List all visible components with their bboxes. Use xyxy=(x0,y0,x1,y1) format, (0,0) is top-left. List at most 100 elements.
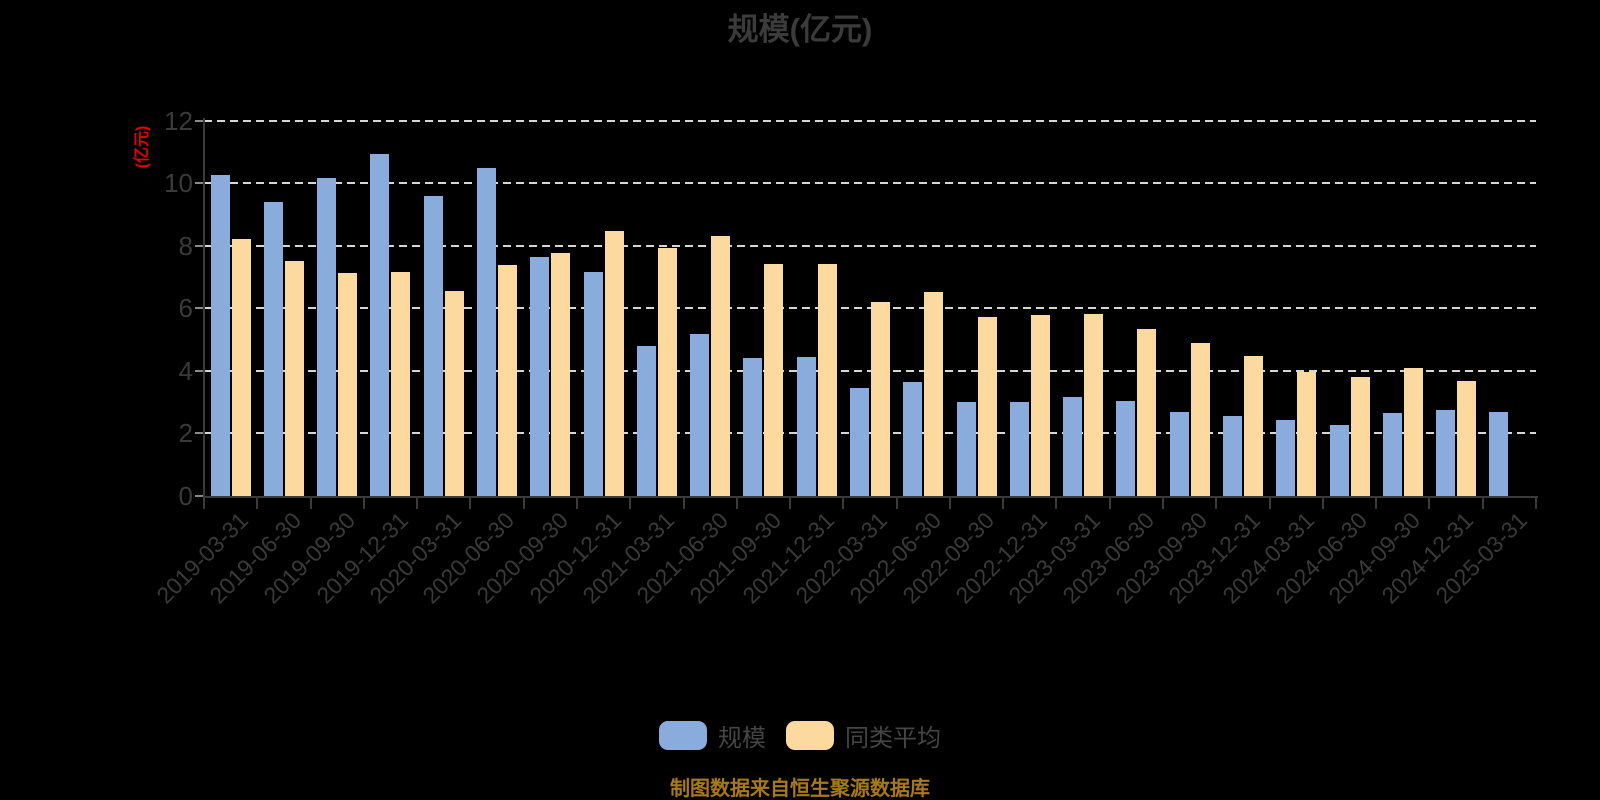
x-axis-tick xyxy=(203,498,205,509)
y-tick-label: 10 xyxy=(164,168,193,199)
bar-average[interactable] xyxy=(1190,342,1210,496)
bar-average[interactable] xyxy=(231,238,251,496)
x-axis-tick xyxy=(1375,498,1378,509)
bar-average[interactable] xyxy=(338,272,358,496)
bar-average[interactable] xyxy=(1137,329,1157,496)
bar-scale[interactable] xyxy=(850,387,869,496)
bar-average[interactable] xyxy=(924,291,944,496)
bar-scale[interactable] xyxy=(956,401,976,496)
footer-source-note: 制图数据来自恒生聚源数据库 xyxy=(670,778,930,800)
x-axis-tick xyxy=(1055,498,1058,509)
x-axis-tick xyxy=(309,498,312,509)
x-axis-tick xyxy=(1321,498,1324,509)
gridline xyxy=(204,307,1536,310)
x-axis-tick xyxy=(575,498,578,509)
bar-average[interactable] xyxy=(1297,372,1317,496)
bar-scale[interactable] xyxy=(1276,419,1296,496)
bar-scale[interactable] xyxy=(423,196,443,496)
x-axis-tick xyxy=(469,498,472,509)
bar-average[interactable] xyxy=(498,265,518,496)
bar-average[interactable] xyxy=(764,264,784,496)
bar-average[interactable] xyxy=(1243,355,1263,496)
bar-scale[interactable] xyxy=(477,168,497,496)
bar-average[interactable] xyxy=(284,260,304,496)
bar-average[interactable] xyxy=(1350,377,1370,496)
bar-average[interactable] xyxy=(871,302,890,496)
legend-item-average[interactable]: 同类平均 xyxy=(786,718,941,753)
bar-average[interactable] xyxy=(1030,315,1050,496)
bar-scale[interactable] xyxy=(210,174,230,496)
gridline xyxy=(204,432,1536,435)
bar-average[interactable] xyxy=(604,230,624,496)
x-axis-tick xyxy=(1002,498,1005,509)
x-axis-tick xyxy=(1108,498,1111,509)
y-axis-tick xyxy=(195,119,204,122)
bar-scale[interactable] xyxy=(583,272,603,496)
y-tick-label: 0 xyxy=(178,481,193,511)
y-axis-tick xyxy=(195,244,204,247)
x-axis-tick xyxy=(948,498,951,509)
bar-scale[interactable] xyxy=(263,201,283,496)
legend-item-scale[interactable]: 规模 xyxy=(659,718,766,753)
bar-scale[interactable] xyxy=(1116,400,1136,496)
bar-scale[interactable] xyxy=(743,358,763,496)
x-axis-tick xyxy=(629,498,632,509)
x-axis-tick xyxy=(735,498,738,509)
x-axis-tick xyxy=(842,498,845,509)
x-axis-tick xyxy=(1428,498,1431,509)
y-tick-label: 12 xyxy=(164,105,193,136)
bar-average[interactable] xyxy=(444,291,464,496)
y-tick-label: 4 xyxy=(178,355,193,386)
y-axis-line xyxy=(203,118,205,498)
bar-scale[interactable] xyxy=(1382,413,1402,496)
x-axis-tick xyxy=(1268,498,1271,509)
chart-title: 规模(亿元) xyxy=(727,12,873,47)
bar-scale[interactable] xyxy=(317,178,337,496)
x-axis-tick xyxy=(1162,498,1165,509)
y-axis-tick xyxy=(195,495,204,497)
y-axis-tick xyxy=(195,182,204,185)
x-axis-tick xyxy=(1215,498,1218,509)
bar-average[interactable] xyxy=(551,253,571,496)
bar-average[interactable] xyxy=(1084,314,1104,496)
y-axis-tick xyxy=(195,432,204,435)
bar-scale[interactable] xyxy=(370,153,390,496)
y-tick-label: 2 xyxy=(178,418,193,449)
y-axis-tick xyxy=(195,369,204,372)
x-axis-tick xyxy=(522,498,525,509)
legend-label-scale: 规模 xyxy=(718,724,766,752)
bar-average[interactable] xyxy=(1403,368,1423,496)
x-axis-tick xyxy=(256,498,259,509)
bar-average[interactable] xyxy=(391,271,411,496)
x-axis-tick xyxy=(1535,498,1537,509)
bar-average[interactable] xyxy=(657,247,677,496)
bar-average[interactable] xyxy=(711,236,731,496)
legend: 规模 同类平均 xyxy=(0,718,1600,752)
bar-average[interactable] xyxy=(977,317,997,496)
legend-label-average: 同类平均 xyxy=(845,724,941,752)
bar-average[interactable] xyxy=(817,263,837,496)
gridline xyxy=(204,119,1536,122)
gridline xyxy=(204,244,1536,247)
bar-scale[interactable] xyxy=(530,257,550,496)
bar-scale[interactable] xyxy=(1063,396,1083,496)
bar-scale[interactable] xyxy=(690,334,710,496)
bar-scale[interactable] xyxy=(1489,412,1509,496)
bar-average[interactable] xyxy=(1457,380,1477,496)
x-axis-tick xyxy=(416,498,419,509)
bar-scale[interactable] xyxy=(796,357,816,496)
y-axis-tick xyxy=(195,307,204,310)
bar-scale[interactable] xyxy=(903,382,923,496)
x-axis-tick xyxy=(1481,498,1484,509)
gridline xyxy=(204,369,1536,372)
x-axis-tick xyxy=(682,498,685,509)
y-tick-label: 8 xyxy=(178,230,193,261)
bar-scale[interactable] xyxy=(1222,415,1242,496)
bar-scale[interactable] xyxy=(1009,401,1029,496)
x-axis-tick xyxy=(895,498,898,509)
bar-scale[interactable] xyxy=(636,346,656,496)
bar-scale[interactable] xyxy=(1436,409,1456,496)
bar-scale[interactable] xyxy=(1329,424,1349,496)
bar-scale[interactable] xyxy=(1169,411,1189,496)
x-axis-tick xyxy=(789,498,792,509)
